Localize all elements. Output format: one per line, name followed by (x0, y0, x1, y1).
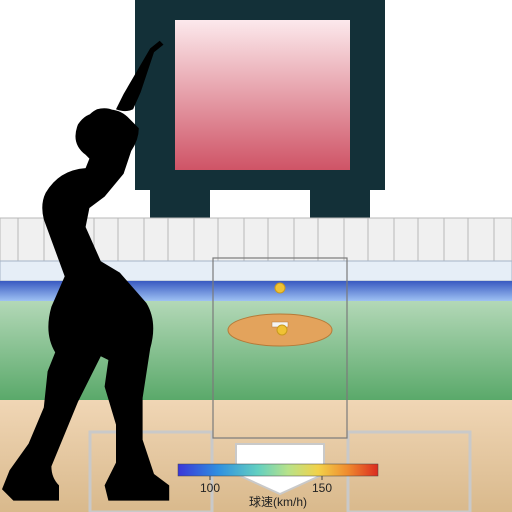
scoreboard-screen (175, 20, 350, 170)
legend-tick: 100 (200, 481, 220, 495)
pitch-location-chart: 100 150 球速(km/h) (0, 0, 512, 512)
pitch-marker-0 (275, 283, 285, 293)
legend-tick: 150 (312, 481, 332, 495)
pitch-marker-1 (277, 325, 287, 335)
legend-axis-label: 球速(km/h) (249, 495, 307, 509)
